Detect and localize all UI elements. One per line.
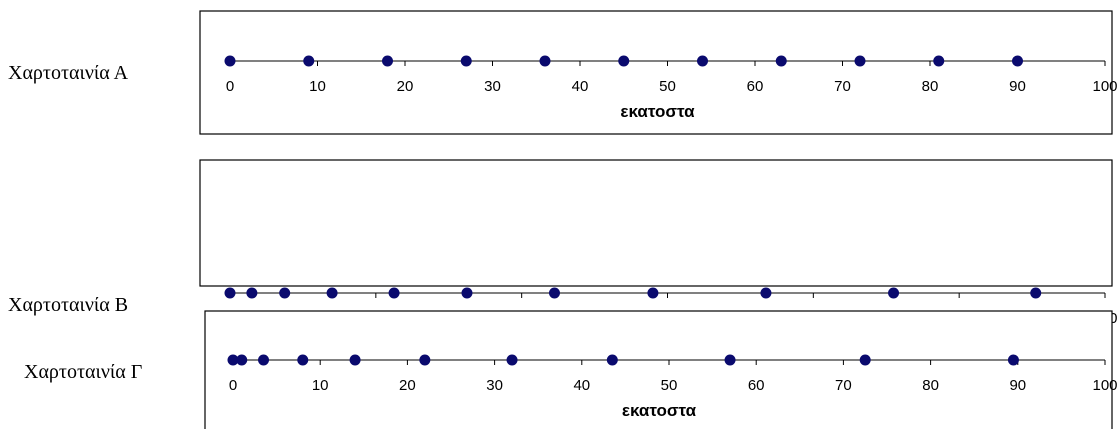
x-tick-label: 50 xyxy=(659,78,676,95)
chart-frame xyxy=(204,310,1113,429)
data-point xyxy=(548,287,560,299)
x-tick-label: 60 xyxy=(747,78,764,95)
x-tick-label: 90 xyxy=(1009,78,1026,95)
x-tick-label: 100 xyxy=(1092,377,1117,394)
strip-label: Χαρτοταινία Γ xyxy=(24,361,142,383)
x-tick-label: 20 xyxy=(399,377,416,394)
x-tick-label: 50 xyxy=(661,377,678,394)
data-point xyxy=(388,287,400,299)
data-point xyxy=(279,287,291,299)
x-tick-label: 20 xyxy=(397,78,414,95)
x-tick-label: 70 xyxy=(835,377,852,394)
x-tick-label: 90 xyxy=(1009,377,1026,394)
data-point xyxy=(933,55,945,67)
data-point xyxy=(461,287,473,299)
x-tick-label: 40 xyxy=(572,78,589,95)
x-tick-label: 40 xyxy=(573,377,590,394)
x-tick-label: 30 xyxy=(484,78,501,95)
x-tick-label: 30 xyxy=(486,377,503,394)
data-point xyxy=(539,55,551,67)
data-point xyxy=(419,354,431,366)
data-point xyxy=(854,55,866,67)
data-point xyxy=(227,354,239,366)
x-tick-label: 70 xyxy=(834,78,851,95)
data-point xyxy=(647,287,659,299)
data-point xyxy=(1007,354,1019,366)
data-point xyxy=(724,354,736,366)
data-point xyxy=(326,287,338,299)
x-tick-label: 0 xyxy=(229,377,237,394)
x-tick-label: 60 xyxy=(748,377,765,394)
data-point xyxy=(297,354,309,366)
data-point xyxy=(258,354,270,366)
x-tick-label: 100 xyxy=(1092,78,1117,95)
data-point xyxy=(888,287,900,299)
x-axis-title: εκατοστα xyxy=(622,401,697,420)
x-tick-label: 80 xyxy=(922,78,939,95)
data-point xyxy=(224,55,236,67)
data-point xyxy=(382,55,393,67)
data-point xyxy=(618,55,630,67)
data-point xyxy=(460,55,472,67)
data-point xyxy=(349,354,361,366)
data-point xyxy=(859,354,871,366)
chart-frame xyxy=(199,159,1113,287)
x-tick-label: 0 xyxy=(226,78,234,95)
data-point xyxy=(1012,55,1023,67)
data-point xyxy=(697,55,708,67)
data-point xyxy=(1030,287,1042,299)
x-tick-label: 10 xyxy=(312,377,329,394)
strip-label: Χαρτοταινία Β xyxy=(8,294,128,316)
data-point xyxy=(303,55,315,67)
x-tick-label: 80 xyxy=(922,377,939,394)
data-point xyxy=(775,55,787,67)
x-axis-title: εκατοστα xyxy=(620,102,695,121)
x-tick-label: 10 xyxy=(309,78,326,95)
data-point xyxy=(760,287,772,299)
data-point xyxy=(506,354,518,366)
data-point xyxy=(224,287,236,299)
strip-label: Χαρτοταινία Α xyxy=(8,62,129,84)
data-point xyxy=(606,354,618,366)
data-point xyxy=(236,354,248,366)
data-point xyxy=(246,287,258,299)
chart-frame xyxy=(199,10,1113,135)
